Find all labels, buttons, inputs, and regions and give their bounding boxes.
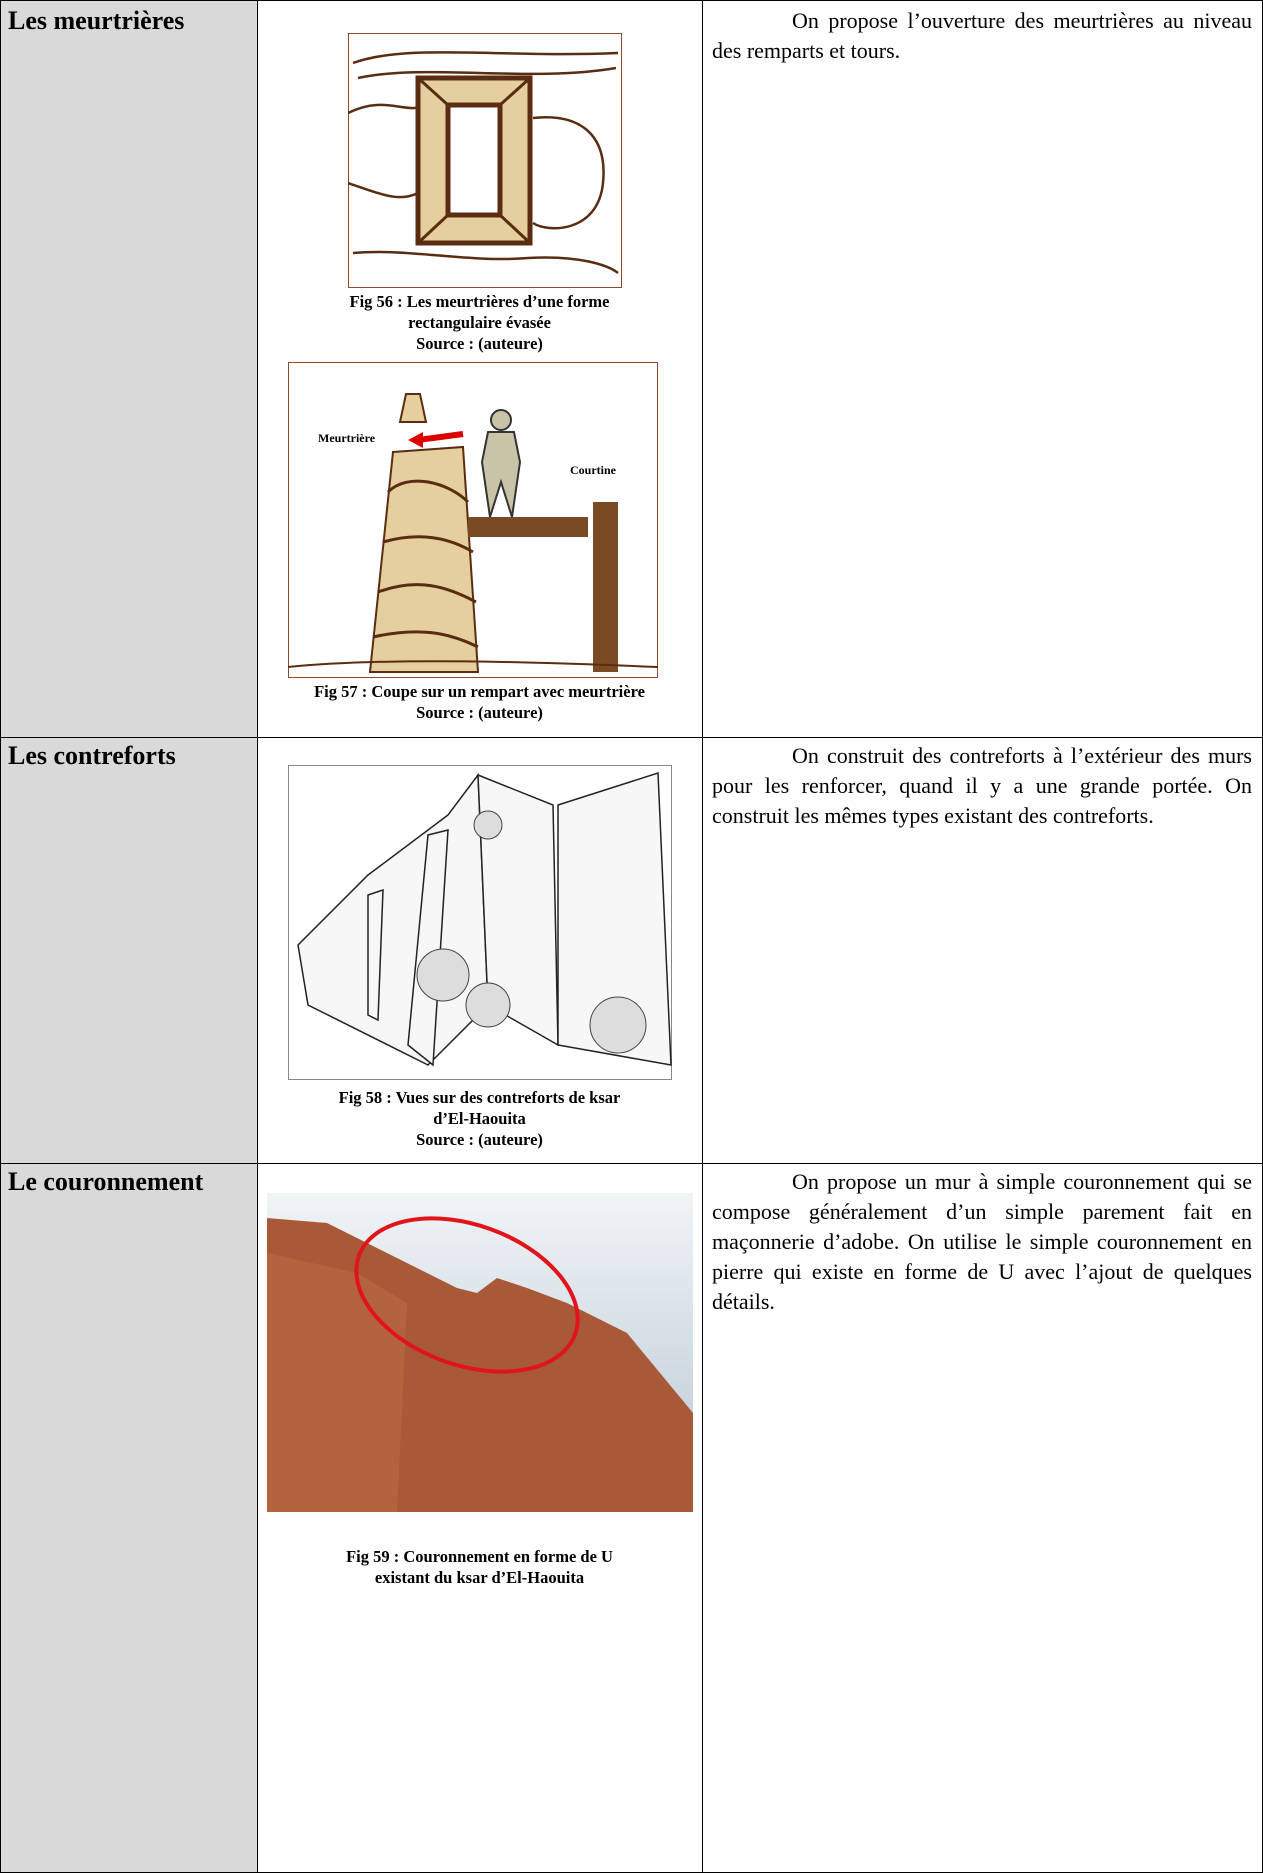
figure-image: Meurtrière Courtine [288,362,658,678]
label-cell [0,1163,258,1873]
row-label: Les meurtrières [8,6,185,35]
caption-line: rectangulaire évasée [408,313,551,332]
figure-image [348,33,622,288]
figure-label: Courtine [570,463,617,477]
figure-label: Meurtrière [318,431,376,445]
row-label: Les contreforts [8,741,176,770]
figure-image [267,1193,693,1512]
caption-line: Fig 56 : Les meurtrières d’une forme [349,292,610,311]
caption-line: Fig 57 : Coupe sur un rempart avec meurt… [314,682,645,701]
caption: Fig 57 : Coupe sur un rempart avec meurt… [257,681,702,723]
paragraph: On propose un mur à simple couronnement … [712,1169,1252,1314]
row-label: Le couronnement [8,1167,204,1196]
caption-line: Source : (auteure) [416,703,543,722]
label-cell [0,0,258,738]
caption: Fig 59 : Couronnement en forme de U exis… [257,1546,702,1588]
paragraph: On construit des contreforts à l’extérie… [712,743,1252,828]
figure-image [288,765,672,1080]
caption: Fig 58 : Vues sur des contreforts de ksa… [257,1087,702,1150]
label-cell [0,737,258,1164]
caption-line: d’El-Haouita [433,1109,526,1128]
caption-line: Fig 58 : Vues sur des contreforts de ksa… [338,1088,621,1107]
caption-line: Fig 59 : Couronnement en forme de U [346,1547,613,1566]
caption-line: Source : (auteure) [416,334,543,353]
paragraph: On propose l’ouverture des meurtrières a… [712,8,1252,63]
text-cell [702,0,1263,738]
caption-line: Source : (auteure) [416,1130,543,1149]
caption: Fig 56 : Les meurtrières d’une forme rec… [257,291,702,354]
caption-line: existant du ksar d’El-Haouita [374,1568,585,1587]
